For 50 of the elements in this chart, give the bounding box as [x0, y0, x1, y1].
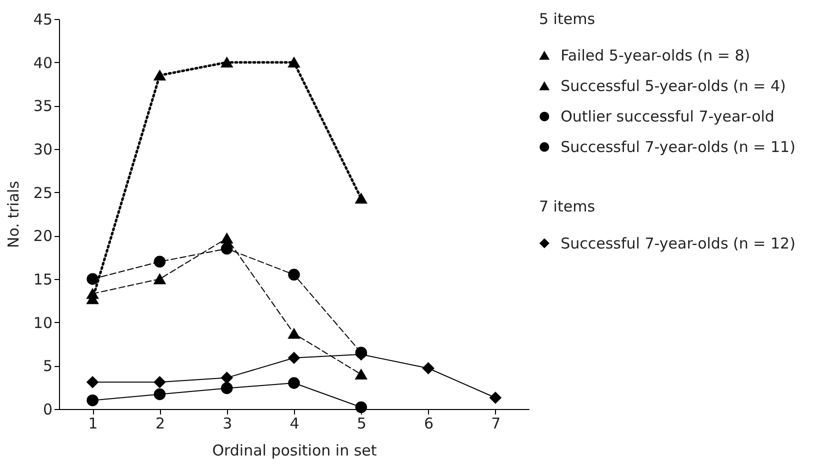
point [154, 376, 166, 388]
point [355, 369, 368, 380]
y-axis-title: No. trials [4, 180, 22, 248]
legend-label: Failed 5-year-olds (n = 8) [560, 46, 750, 65]
x-tick-label: 5 [356, 414, 366, 432]
x-axis-title: Ordinal position in set [212, 442, 377, 460]
point [422, 362, 434, 374]
point [288, 57, 300, 68]
point [288, 352, 300, 364]
point [220, 242, 233, 255]
y-tick-label: 20 [33, 227, 52, 246]
legend-title: 5 items [539, 10, 596, 28]
point [86, 394, 98, 406]
point [220, 372, 233, 384]
y-tick-label: 30 [33, 140, 52, 158]
legend-label: Successful 7-year-olds (n = 12) [560, 234, 796, 252]
point [154, 256, 166, 268]
point [288, 377, 300, 389]
x-tick-label: 7 [491, 414, 501, 432]
x-tick-label: 2 [155, 414, 165, 432]
point [355, 401, 368, 414]
y-tick-label: 10 [33, 314, 52, 332]
point [220, 57, 233, 68]
legend-label: Successful 7-year-olds (n = 11) [560, 138, 796, 156]
y-tick-label: 25 [33, 184, 52, 202]
point [86, 273, 98, 285]
point [288, 328, 300, 339]
legend-label: Outlier successful 7-year-old [560, 108, 774, 126]
point [154, 388, 166, 400]
legend-label: Successful 5-year-olds (n = 4) [560, 77, 786, 96]
point [154, 274, 166, 284]
point [220, 382, 233, 394]
point [355, 193, 368, 204]
x-tick-label: 6 [424, 414, 434, 432]
y-tick-label: 5 [42, 357, 52, 376]
point [86, 376, 98, 388]
x-tick-label: 3 [222, 414, 232, 432]
y-tick-label: 15 [33, 270, 52, 288]
x-tick-label: 4 [290, 414, 300, 432]
y-tick-label: 45 [33, 10, 52, 28]
point [490, 392, 502, 404]
point [288, 268, 300, 281]
y-tick-label: 35 [33, 97, 52, 116]
y-tick-label: 40 [33, 54, 52, 72]
point [86, 288, 98, 299]
point [220, 233, 233, 244]
text: 7 items [539, 198, 596, 216]
x-tick-label: 1 [88, 414, 98, 432]
y-tick-label: 0 [42, 400, 52, 418]
point [154, 70, 166, 81]
